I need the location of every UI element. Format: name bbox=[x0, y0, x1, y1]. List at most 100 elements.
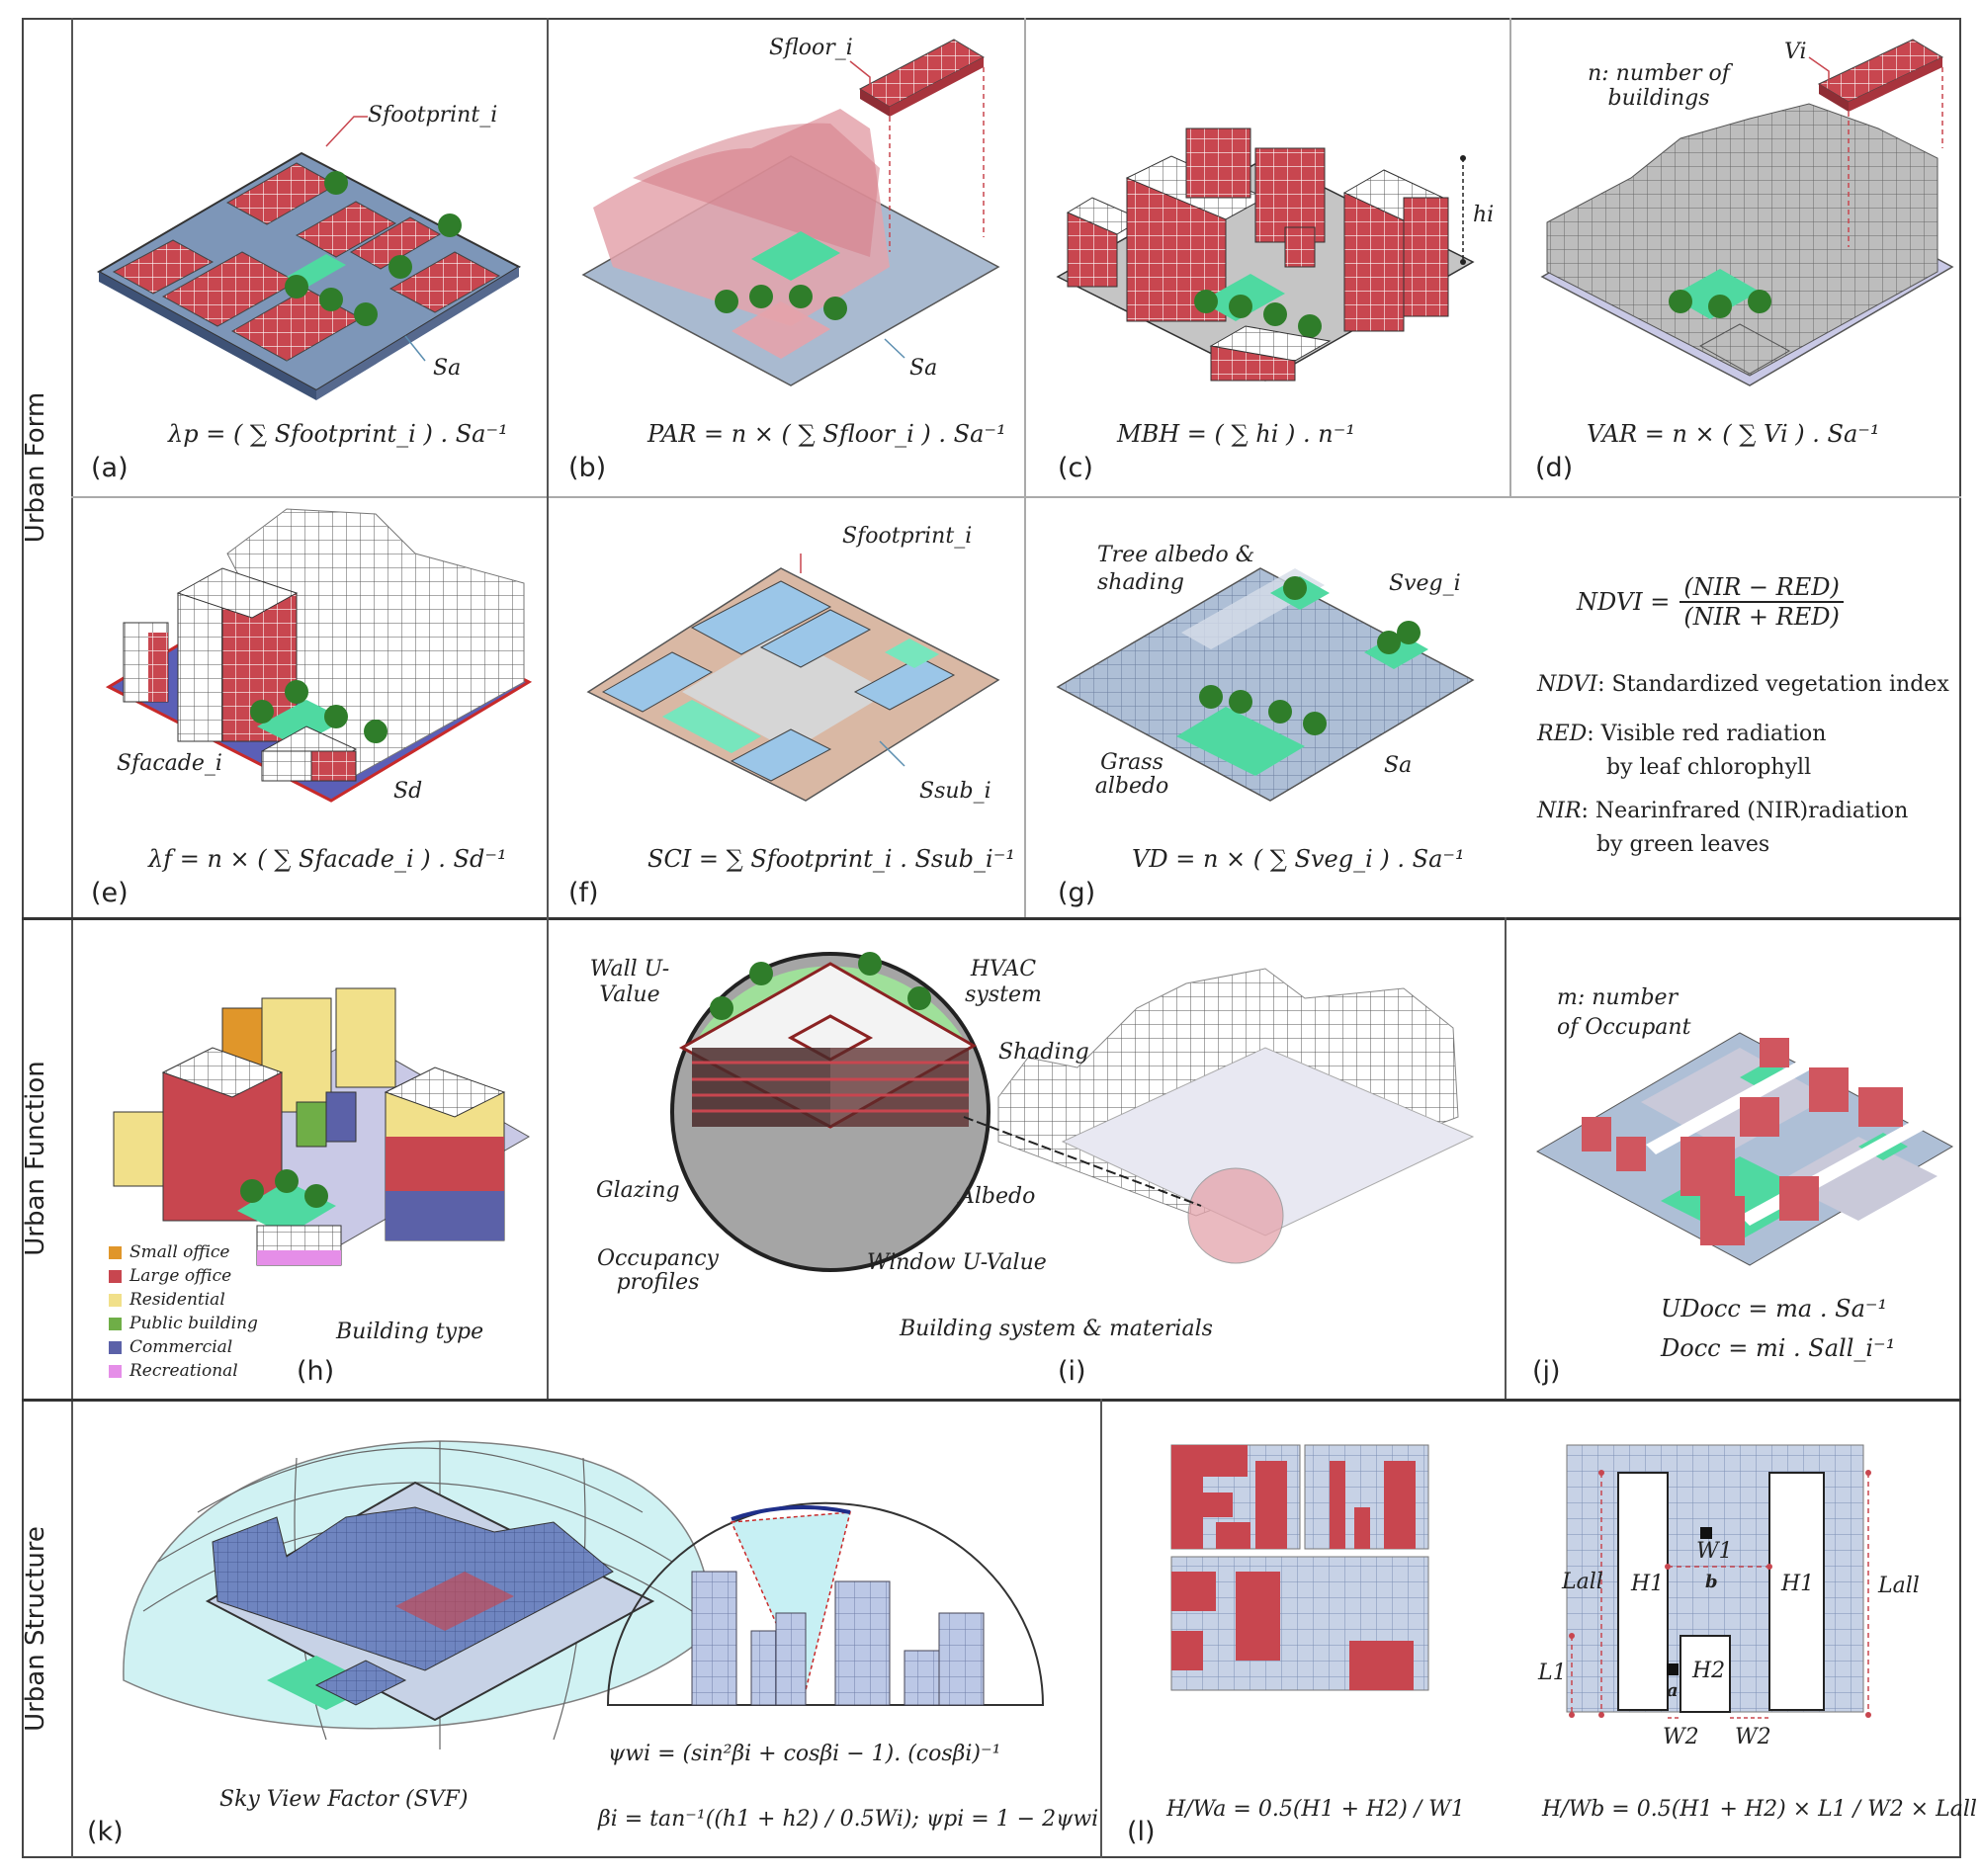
ndvi-formula: NDVI = (NIR − RED) (NIR + RED) bbox=[1577, 573, 1844, 631]
panel-a-illustration bbox=[96, 116, 522, 400]
panel-label-a: (a) bbox=[91, 453, 129, 483]
label-h1-right: H1 bbox=[1781, 1572, 1815, 1596]
label-glazing: Glazing bbox=[596, 1178, 680, 1203]
panel-d-illustration bbox=[1540, 39, 1954, 386]
label-l1: L1 bbox=[1538, 1661, 1567, 1685]
equation-var: VAR = n × ( ∑ Vi ) . Sa⁻¹ bbox=[1587, 420, 1880, 448]
label-window-u-value: Window U-Value bbox=[867, 1250, 1047, 1275]
equation-lambda-f: λf = n × ( ∑ Sfacade_i ) . Sd⁻¹ bbox=[148, 845, 507, 873]
building-type-legend: Small office Large office Residential Pu… bbox=[109, 1240, 258, 1383]
panel-g-illustration bbox=[1056, 567, 1475, 802]
label-hvac: HVAC system bbox=[965, 957, 1042, 1007]
ndvi-term: NDVI bbox=[1537, 672, 1598, 697]
panel-h-illustration bbox=[113, 987, 531, 1266]
legend-item: Residential bbox=[109, 1288, 258, 1312]
label-sfacade: Sfacade_i bbox=[117, 751, 222, 776]
label-sfootprint-a: Sfootprint_i bbox=[368, 103, 498, 128]
equation-par: PAR = n × ( ∑ Sfloor_i ) . Sa⁻¹ bbox=[647, 420, 1006, 448]
label-sveg: Sveg_i bbox=[1389, 571, 1461, 596]
divider-function-structure bbox=[22, 1399, 1961, 1402]
divider-ab bbox=[547, 18, 549, 917]
legend-swatch-small-office bbox=[109, 1245, 122, 1259]
panel-label-g: (g) bbox=[1058, 878, 1096, 908]
ndvi-denominator: (NIR + RED) bbox=[1683, 603, 1840, 631]
label-sfloor: Sfloor_i bbox=[769, 36, 853, 60]
legend-item: Large office bbox=[109, 1264, 258, 1288]
nir-term: NIR bbox=[1537, 799, 1582, 823]
legend-item: Small office bbox=[109, 1240, 258, 1264]
panel-label-j: (j) bbox=[1532, 1356, 1561, 1387]
divider-cd bbox=[1509, 18, 1511, 496]
panel-label-l: (l) bbox=[1127, 1817, 1156, 1847]
caption-svf: Sky View Factor (SVF) bbox=[219, 1787, 469, 1812]
legend-item: Commercial bbox=[109, 1335, 258, 1359]
panel-label-h: (h) bbox=[297, 1356, 335, 1387]
label-b: b bbox=[1705, 1572, 1718, 1592]
label-sa-a: Sa bbox=[433, 356, 462, 381]
panel-f-illustration bbox=[586, 554, 1000, 802]
ndvi-lhs: NDVI = bbox=[1577, 588, 1671, 616]
panel-e-illustration bbox=[105, 508, 533, 803]
panel-b-illustration bbox=[581, 39, 1000, 386]
equation-sci: SCI = ∑ Sfootprint_i . Ssub_i⁻¹ bbox=[647, 845, 1015, 873]
label-grass-albedo: Grass albedo bbox=[1094, 750, 1169, 799]
equation-psi-w: ψwi = (sin²βi + cosβi − 1). (cosβi)⁻¹ bbox=[608, 1742, 1001, 1766]
label-vi: Vi bbox=[1784, 40, 1807, 64]
label-m-occupant: m: number of Occupant bbox=[1557, 985, 1691, 1040]
equation-vd: VD = n × ( ∑ Sveg_i ) . Sa⁻¹ bbox=[1132, 845, 1465, 873]
divider-form-rows bbox=[71, 496, 1961, 498]
red-term: RED bbox=[1537, 722, 1588, 746]
legend-item: Public building bbox=[109, 1312, 258, 1335]
equation-hw-b: H/Wb = 0.5(H1 + H2) × L1 / W2 × Lall bbox=[1542, 1797, 1977, 1822]
legend-swatch-residential bbox=[109, 1293, 122, 1307]
panel-k-illustration bbox=[123, 1440, 1045, 1749]
panel-j-illustration bbox=[1535, 1028, 1954, 1266]
label-tree-albedo: Tree albedo & shading bbox=[1097, 543, 1255, 595]
red-definition-cont: by leaf chlorophyll bbox=[1606, 755, 1812, 780]
label-occupancy: Occupancy profiles bbox=[597, 1246, 719, 1295]
label-lall-right: Lall bbox=[1878, 1574, 1920, 1598]
ndvi-fraction: (NIR − RED) (NIR + RED) bbox=[1680, 573, 1844, 631]
equation-hw-a: H/Wa = 0.5(H1 + H2) / W1 bbox=[1166, 1797, 1465, 1822]
red-definition: RED: Visible red radiation bbox=[1537, 722, 1827, 746]
label-hi: hi bbox=[1473, 203, 1495, 227]
ndvi-definition: NDVI: Standardized vegetation index bbox=[1537, 672, 1949, 697]
legend-item: Recreational bbox=[109, 1359, 258, 1383]
label-h2: H2 bbox=[1692, 1659, 1726, 1683]
caption-building-type: Building type bbox=[336, 1320, 484, 1344]
divider-hi bbox=[547, 917, 549, 1399]
caption-building-system: Building system & materials bbox=[900, 1317, 1213, 1341]
legend-swatch-recreational bbox=[109, 1364, 122, 1378]
label-albedo: Albedo bbox=[959, 1184, 1036, 1209]
divider-form-function bbox=[22, 917, 1961, 920]
nir-definition: NIR: Nearinfrared (NIR)radiation bbox=[1537, 799, 1909, 823]
legend-swatch-public-building bbox=[109, 1317, 122, 1330]
panel-label-e: (e) bbox=[91, 878, 129, 908]
panel-label-k: (k) bbox=[87, 1817, 124, 1847]
equation-mbh: MBH = ( ∑ hi ) . n⁻¹ bbox=[1117, 420, 1356, 448]
label-sa-b: Sa bbox=[909, 356, 938, 381]
label-sd: Sd bbox=[393, 779, 423, 804]
panel-label-b: (b) bbox=[568, 453, 607, 483]
label-wall-u-value: Wall U-Value bbox=[589, 957, 670, 1007]
equation-lambda-p: λp = ( ∑ Sfootprint_i ) . Sa⁻¹ bbox=[168, 420, 508, 448]
equation-beta: βi = tan⁻¹((h1 + h2) / 0.5Wi); ψpi = 1 −… bbox=[598, 1807, 1099, 1832]
panel-label-d: (d) bbox=[1535, 453, 1574, 483]
figure-frame bbox=[22, 18, 1961, 1858]
label-w2-left: W2 bbox=[1663, 1725, 1699, 1749]
divider-kl bbox=[1100, 1399, 1102, 1858]
nir-definition-cont: by green leaves bbox=[1596, 832, 1770, 857]
legend-swatch-large-office bbox=[109, 1269, 122, 1283]
divider-ij bbox=[1505, 917, 1507, 1399]
label-lall-left: Lall bbox=[1562, 1570, 1603, 1594]
label-a: a bbox=[1667, 1680, 1679, 1701]
label-h1-left: H1 bbox=[1631, 1572, 1665, 1596]
legend-swatch-commercial bbox=[109, 1340, 122, 1354]
equation-udocc: UDocc = ma . Sa⁻¹ bbox=[1661, 1295, 1888, 1322]
panel-label-f: (f) bbox=[568, 878, 599, 908]
label-w2-right: W2 bbox=[1735, 1725, 1771, 1749]
divider-bc bbox=[1024, 18, 1026, 917]
label-shading: Shading bbox=[998, 1040, 1089, 1065]
equation-docc: Docc = mi . Sall_i⁻¹ bbox=[1661, 1334, 1896, 1362]
